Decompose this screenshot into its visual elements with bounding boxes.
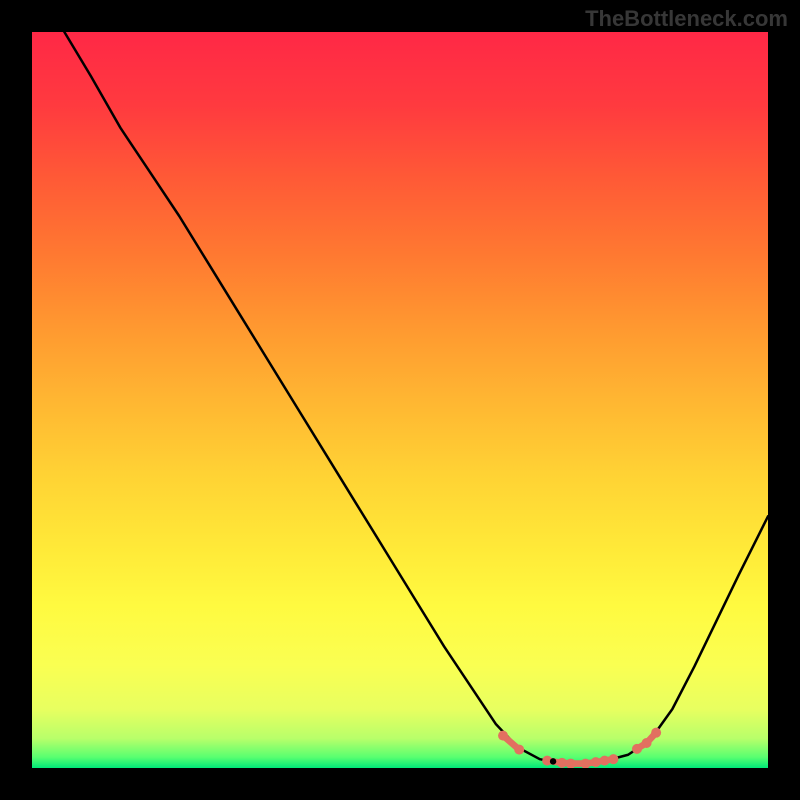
watermark-text: TheBottleneck.com <box>585 6 788 32</box>
data-markers <box>498 728 661 768</box>
curve-overlay <box>32 32 768 768</box>
bottleneck-curve <box>64 32 768 764</box>
bottleneck-chart <box>32 32 768 768</box>
optimal-point-marker <box>550 758 556 764</box>
